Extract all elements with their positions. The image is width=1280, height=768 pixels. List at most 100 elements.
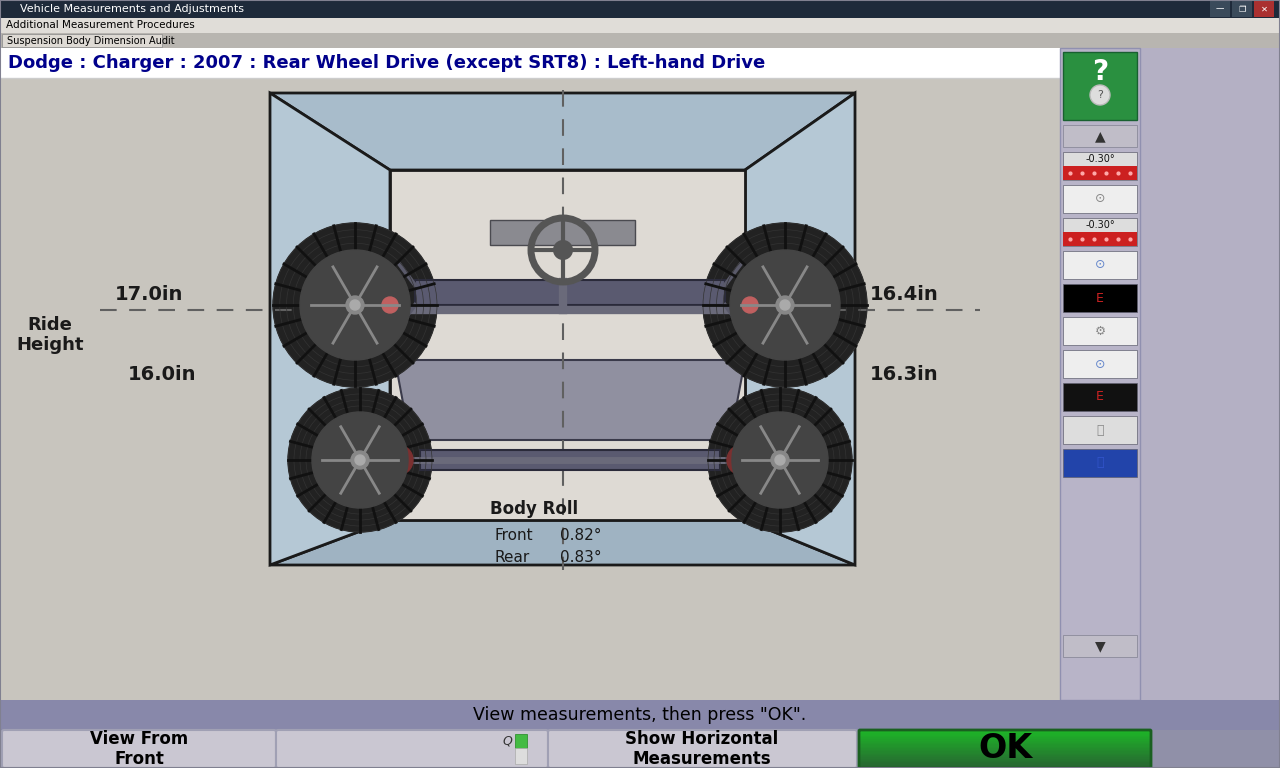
Text: Ride
Height: Ride Height [17,316,83,354]
Circle shape [351,451,369,469]
Circle shape [346,296,364,314]
Circle shape [776,296,794,314]
Text: Suspension Body Dimension Audit: Suspension Body Dimension Audit [6,35,174,45]
Circle shape [730,250,840,360]
Text: Dodge : Charger : 2007 : Rear Wheel Drive (except SRT8) : Left-hand Drive: Dodge : Charger : 2007 : Rear Wheel Driv… [8,54,765,72]
Text: Show Horizontal
Measurements: Show Horizontal Measurements [626,730,778,768]
Bar [860,765,1149,766]
Bar [860,756,1149,758]
Bar [1062,449,1137,477]
Text: Additional Measurement Procedures: Additional Measurement Procedures [6,21,195,31]
Bar [1062,317,1137,345]
Text: ⊙: ⊙ [1094,193,1105,206]
Bar [860,737,1149,739]
Text: ⊙: ⊙ [1094,259,1105,272]
Text: 16.4in: 16.4in [870,286,938,304]
Text: —: — [1216,5,1224,14]
Bar [1062,383,1137,411]
Circle shape [732,412,828,508]
Bar [1254,1,1274,17]
Circle shape [553,240,573,260]
Bar [860,759,1149,760]
Text: 🌐: 🌐 [1096,456,1103,469]
Polygon shape [270,93,390,565]
Text: -0.30°: -0.30° [1085,154,1115,164]
Text: 🖥: 🖥 [1096,423,1103,436]
Bar [0,730,1280,768]
Text: Rear: Rear [495,550,530,565]
Text: ?: ? [1097,90,1103,100]
Circle shape [1091,85,1110,105]
Bar [3,34,163,47]
Bar [1062,232,1137,246]
Bar [1062,185,1137,213]
Polygon shape [270,520,855,565]
Bar [1140,48,1280,700]
Bar [860,753,1149,754]
Circle shape [727,445,756,475]
Bar [860,760,1149,762]
Text: Vehicle Measurements and Adjustments: Vehicle Measurements and Adjustments [20,4,244,14]
Circle shape [742,297,758,313]
Bar [860,755,1149,756]
Text: E: E [1096,292,1103,304]
Bar [860,746,1149,748]
Polygon shape [745,93,855,565]
Circle shape [708,388,852,532]
Bar [0,18,1280,33]
Circle shape [288,388,433,532]
Circle shape [780,300,790,310]
Bar [860,742,1149,743]
Bar [0,78,1060,700]
Bar [1062,52,1137,120]
Circle shape [703,223,867,387]
Bar [860,749,1149,750]
Circle shape [300,250,410,360]
Bar [860,733,1149,735]
Polygon shape [396,360,745,440]
Bar [515,748,527,764]
Bar [860,751,1149,753]
Text: ⊙: ⊙ [1094,357,1105,370]
Text: Body Roll: Body Roll [490,500,579,518]
Text: Front: Front [495,528,534,543]
Bar [490,220,635,245]
Bar [860,738,1149,740]
Bar [415,280,724,305]
Bar [1062,350,1137,378]
Bar [1062,251,1137,279]
Bar [1062,635,1137,657]
Polygon shape [270,93,855,170]
Bar [860,744,1149,746]
Bar [1060,48,1140,700]
Text: E: E [1096,390,1103,403]
Text: 16.0in: 16.0in [128,366,197,385]
FancyBboxPatch shape [3,730,276,768]
Bar [1140,0,1280,700]
Circle shape [273,223,436,387]
Bar [860,748,1149,750]
Bar [1062,125,1137,147]
Bar [860,750,1149,752]
Text: 16.3in: 16.3in [870,366,938,385]
Bar [860,763,1149,765]
Polygon shape [390,170,745,520]
Circle shape [349,300,360,310]
Bar [0,700,1280,730]
Circle shape [771,451,788,469]
Bar [860,757,1149,759]
Bar [515,734,527,748]
Bar [860,736,1149,737]
Bar [860,743,1149,745]
Bar [0,33,1280,48]
Circle shape [383,445,413,475]
Bar [860,740,1149,743]
Bar [860,740,1149,741]
Bar [860,731,1149,733]
Bar [1062,152,1137,180]
FancyBboxPatch shape [276,730,548,768]
Bar [860,766,1149,767]
Circle shape [355,455,365,465]
Bar [0,48,1060,700]
Text: ▲: ▲ [1094,129,1106,143]
